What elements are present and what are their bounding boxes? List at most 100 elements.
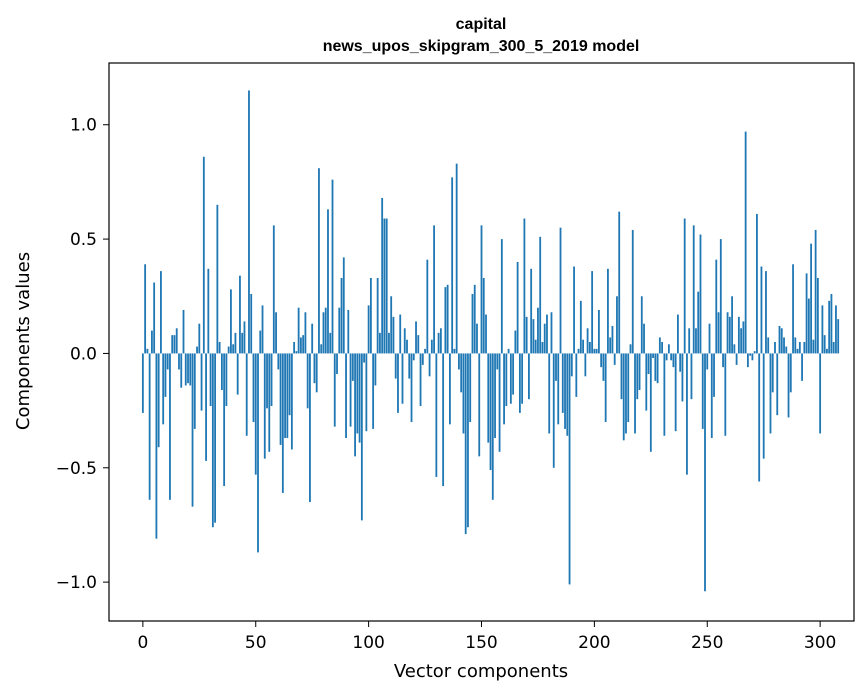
bars-group bbox=[141, 90, 840, 592]
bar-300 bbox=[819, 353, 822, 434]
x-tick-label: 150 bbox=[465, 633, 497, 653]
bar-68 bbox=[295, 351, 298, 354]
bar-113 bbox=[397, 353, 399, 413]
bar-165 bbox=[514, 330, 517, 354]
y-tick-label: −0.5 bbox=[56, 459, 97, 479]
y-tick-label: 0.5 bbox=[70, 230, 97, 250]
bar-127 bbox=[428, 353, 431, 377]
bar-193 bbox=[577, 348, 580, 354]
bar-16 bbox=[178, 353, 180, 370]
bar-89 bbox=[342, 257, 345, 354]
bar-13 bbox=[171, 335, 174, 354]
bar-14 bbox=[173, 335, 176, 354]
bar-235 bbox=[672, 353, 675, 368]
bar-153 bbox=[487, 353, 490, 443]
bar-150 bbox=[480, 225, 483, 354]
bar-255 bbox=[717, 312, 720, 354]
bar-217 bbox=[631, 229, 634, 354]
bar-133 bbox=[442, 353, 445, 487]
bar-143 bbox=[464, 353, 467, 535]
bar-288 bbox=[792, 264, 794, 354]
bar-175 bbox=[537, 307, 539, 354]
bar-140 bbox=[458, 353, 460, 370]
bar-61 bbox=[279, 353, 282, 445]
bar-287 bbox=[789, 353, 792, 393]
bar-190 bbox=[570, 353, 573, 377]
bar-242 bbox=[688, 328, 691, 354]
bar-88 bbox=[340, 277, 343, 354]
x-axis-ticks: 0 50 100 150 200 250 300 bbox=[137, 621, 836, 653]
bar-125 bbox=[424, 348, 426, 354]
bar-301 bbox=[821, 305, 824, 354]
bar-26 bbox=[200, 353, 203, 411]
bar-17 bbox=[180, 353, 183, 388]
bar-24 bbox=[196, 346, 198, 354]
bar-80 bbox=[322, 312, 325, 354]
bar-22 bbox=[191, 353, 194, 507]
bar-57 bbox=[270, 353, 273, 407]
bar-85 bbox=[333, 353, 336, 427]
bar-71 bbox=[302, 335, 305, 354]
bar-0 bbox=[141, 353, 144, 413]
bar-44 bbox=[241, 332, 244, 354]
bar-270 bbox=[751, 353, 754, 361]
bar-258 bbox=[724, 353, 727, 436]
bar-18 bbox=[182, 309, 185, 354]
x-tick-label: 0 bbox=[137, 633, 148, 653]
bar-253 bbox=[713, 353, 715, 397]
bar-105 bbox=[379, 332, 381, 354]
bar-32 bbox=[214, 353, 217, 523]
bar-252 bbox=[710, 353, 713, 439]
bar-60 bbox=[277, 353, 280, 370]
bar-257 bbox=[722, 353, 724, 368]
bar-264 bbox=[737, 316, 740, 354]
bar-307 bbox=[835, 305, 837, 354]
bar-244 bbox=[692, 225, 695, 354]
bar-262 bbox=[733, 344, 736, 354]
bar-231 bbox=[663, 353, 666, 436]
bar-250 bbox=[706, 353, 709, 370]
bar-199 bbox=[591, 271, 594, 354]
bar-145 bbox=[469, 353, 472, 423]
bar-96 bbox=[358, 353, 361, 443]
bar-169 bbox=[523, 218, 526, 354]
bar-129 bbox=[433, 225, 435, 354]
bar-249 bbox=[704, 353, 706, 592]
bar-236 bbox=[674, 353, 677, 432]
y-tick-label: −1.0 bbox=[56, 573, 97, 593]
bar-119 bbox=[410, 353, 413, 423]
bar-285 bbox=[785, 346, 788, 354]
bar-203 bbox=[600, 353, 603, 368]
bar-303 bbox=[826, 348, 828, 354]
bar-131 bbox=[437, 332, 440, 354]
bar-161 bbox=[505, 353, 508, 407]
bar-166 bbox=[516, 261, 519, 354]
bar-248 bbox=[701, 353, 704, 429]
bar-227 bbox=[654, 353, 657, 381]
bar-280 bbox=[774, 342, 776, 354]
bar-167 bbox=[518, 353, 521, 413]
bar-157 bbox=[496, 353, 499, 370]
bar-87 bbox=[338, 307, 341, 354]
bar-201 bbox=[595, 348, 598, 354]
bar-4 bbox=[150, 330, 153, 354]
bar-225 bbox=[649, 353, 652, 452]
bar-204 bbox=[602, 353, 605, 381]
bar-279 bbox=[771, 353, 774, 393]
chart-title: capital bbox=[456, 16, 507, 33]
bar-191 bbox=[573, 266, 575, 354]
bar-148 bbox=[476, 323, 478, 354]
chart-subtitle: news_upos_skipgram_300_5_2019 model bbox=[323, 38, 640, 55]
bar-52 bbox=[259, 330, 262, 354]
bar-173 bbox=[532, 319, 535, 354]
bar-226 bbox=[652, 353, 654, 358]
bar-159 bbox=[500, 239, 503, 354]
bar-120 bbox=[412, 353, 415, 361]
bar-181 bbox=[550, 312, 553, 354]
bar-209 bbox=[613, 353, 616, 365]
x-tick-label: 200 bbox=[578, 633, 610, 653]
bar-91 bbox=[347, 309, 350, 354]
bar-183 bbox=[555, 353, 557, 381]
bar-158 bbox=[498, 353, 501, 452]
bar-229 bbox=[658, 337, 661, 354]
